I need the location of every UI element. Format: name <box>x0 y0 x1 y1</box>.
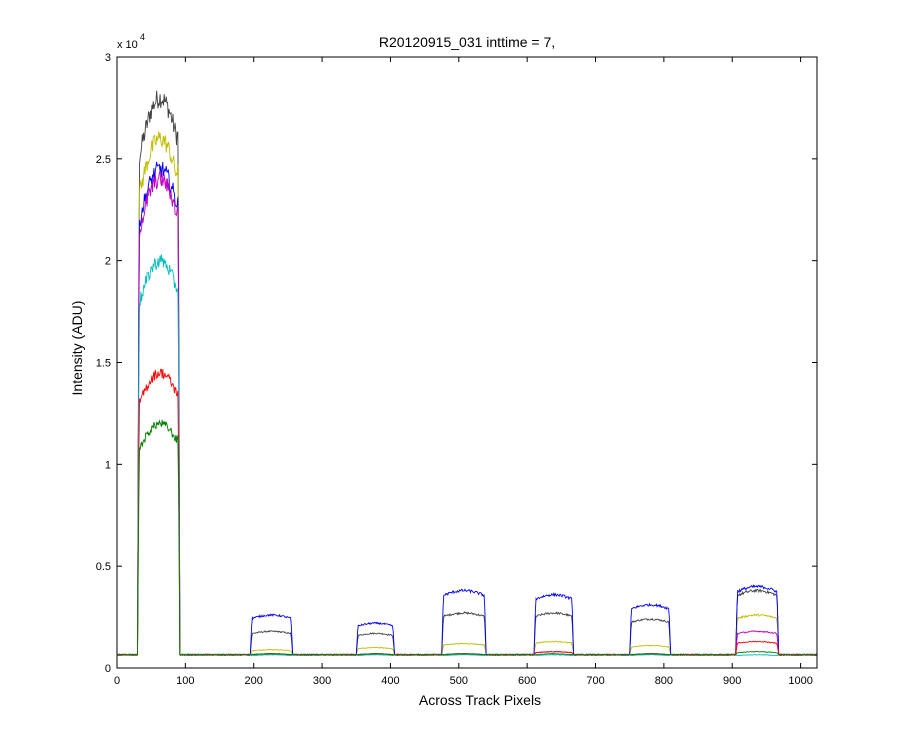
y-tick-label: 1.5 <box>96 358 111 370</box>
x-axis-label: Across Track Pixels <box>419 692 541 708</box>
x-tick-label: 0 <box>114 675 120 687</box>
series-line-6 <box>117 419 818 657</box>
y-multiplier-exponent: 4 <box>140 32 145 42</box>
y-axis-label: Intensity (ADU) <box>69 301 85 396</box>
x-tick-label: 400 <box>381 675 399 687</box>
x-tick-label: 1000 <box>788 675 812 687</box>
x-tick-label: 900 <box>723 675 741 687</box>
ticks-layer: 0 100 200 300 400 500 600 700 800 900 1000 0 0.5 1 1.5… <box>96 52 817 687</box>
y-tick-label: 3 <box>105 52 111 64</box>
y-tick-label: 0.5 <box>96 561 111 573</box>
x-tick-label: 800 <box>655 675 673 687</box>
series-layer <box>117 90 818 657</box>
plot-area <box>117 57 817 668</box>
x-tick-label: 300 <box>313 675 331 687</box>
x-tick-label: 100 <box>176 675 194 687</box>
x-tick-label: 500 <box>450 675 468 687</box>
x-tick-label: 200 <box>245 675 263 687</box>
y-tick-label: 2.5 <box>96 154 111 166</box>
y-tick-label: 1 <box>105 459 111 471</box>
y-multiplier: x 10 <box>117 39 138 51</box>
x-tick-label: 700 <box>586 675 604 687</box>
y-tick-label: 0 <box>105 663 111 675</box>
x-tick-label: 600 <box>518 675 536 687</box>
y-tick-label: 2 <box>105 256 111 268</box>
chart-title: R20120915_031 inttime = 7, <box>379 34 555 50</box>
